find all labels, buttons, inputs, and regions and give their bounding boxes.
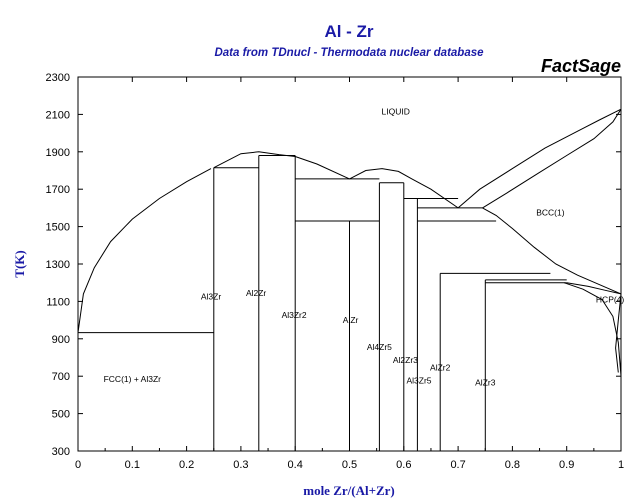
boundary-hcp-solvus-right xyxy=(615,293,622,373)
y-tick-label: 1900 xyxy=(46,147,70,159)
region-label-al4zr5: Al4Zr5 xyxy=(367,342,392,352)
boundary-alzr-liquidus-dome xyxy=(349,168,459,209)
x-axis-title: mole Zr/(Al+Zr) xyxy=(303,483,395,498)
y-axis: 300 500 700 900 1100 1300 1500 1700 1900 2100 2300 xyxy=(46,72,621,458)
x-tick-label: 0.7 xyxy=(450,459,465,471)
x-tick-label: 0 xyxy=(75,459,81,471)
y-tick-label: 300 xyxy=(52,446,70,458)
y-axis-title: T(K) xyxy=(12,250,27,277)
y-tick-label: 1100 xyxy=(46,296,70,308)
chart-subtitle: Data from TDnucl - Thermodata nuclear da… xyxy=(214,47,484,59)
boundary-bcc-hcp-lower xyxy=(566,282,622,295)
y-tick-label: 1700 xyxy=(46,184,70,196)
boundary-al3zr-liquidus-to-al2zr xyxy=(213,151,296,169)
x-axis: 0 0.1 0.2 0.3 0.4 0.5 0.6 0.7 0.8 0.9 1 xyxy=(75,77,624,471)
y-tick-label: 1300 xyxy=(46,259,70,271)
y-tick-label: 500 xyxy=(52,409,70,421)
boundary-al3zr2-liquidus xyxy=(295,156,350,180)
x-tick-label: 0.8 xyxy=(505,459,520,471)
region-label-alzr3: AlZr3 xyxy=(475,378,496,388)
boundary-hcp-solvus xyxy=(563,282,622,377)
region-label-liquid: LIQUID xyxy=(382,106,410,116)
x-tick-label: 0.5 xyxy=(342,459,357,471)
phase-boundaries xyxy=(77,108,622,451)
x-tick-label: 1 xyxy=(618,459,624,471)
y-tick-label: 2100 xyxy=(46,109,70,121)
x-tick-label: 0.1 xyxy=(125,459,140,471)
region-label-bcc: BCC(1) xyxy=(536,207,565,217)
x-tick-label: 0.6 xyxy=(396,459,411,471)
region-label-alzr: AlZr xyxy=(343,315,359,325)
y-tick-label: 1500 xyxy=(46,222,70,234)
region-labels: LIQUID BCC(1) HCP(4) FCC(1) + Al3Zr Al3Zr Al2… xyxy=(104,106,625,387)
y-tick-label: 700 xyxy=(52,371,70,383)
region-label-al2zr: Al2Zr xyxy=(246,288,266,298)
region-label-al3zr2: Al3Zr2 xyxy=(282,310,307,320)
plot-area: LIQUID BCC(1) HCP(4) FCC(1) + Al3Zr Al3Zr Al2… xyxy=(77,106,625,451)
x-tick-label: 0.4 xyxy=(288,459,303,471)
region-label-fcc-al3zr: FCC(1) + Al3Zr xyxy=(104,374,162,384)
y-tick-label: 2300 xyxy=(46,72,70,84)
region-label-al3zr5: Al3Zr5 xyxy=(406,376,431,386)
chart-title: Al - Zr xyxy=(324,22,373,41)
x-tick-label: 0.2 xyxy=(179,459,194,471)
boundary-bcc-solidus xyxy=(482,108,622,209)
x-tick-label: 0.9 xyxy=(559,459,574,471)
region-label-al2zr3: Al2Zr3 xyxy=(393,355,418,365)
boundary-bcc-hcp-upper xyxy=(482,207,622,295)
boundary-liquidus-bcc-side xyxy=(457,108,622,209)
factsage-brand: FactSage xyxy=(541,56,621,76)
region-label-hcp: HCP(4) xyxy=(596,294,625,304)
region-label-al3zr: Al3Zr xyxy=(201,292,221,302)
y-tick-label: 900 xyxy=(52,334,70,346)
boundary-liquidus-al-side xyxy=(77,168,212,333)
region-label-alzr2: AlZr2 xyxy=(430,363,451,373)
x-tick-label: 0.3 xyxy=(233,459,248,471)
